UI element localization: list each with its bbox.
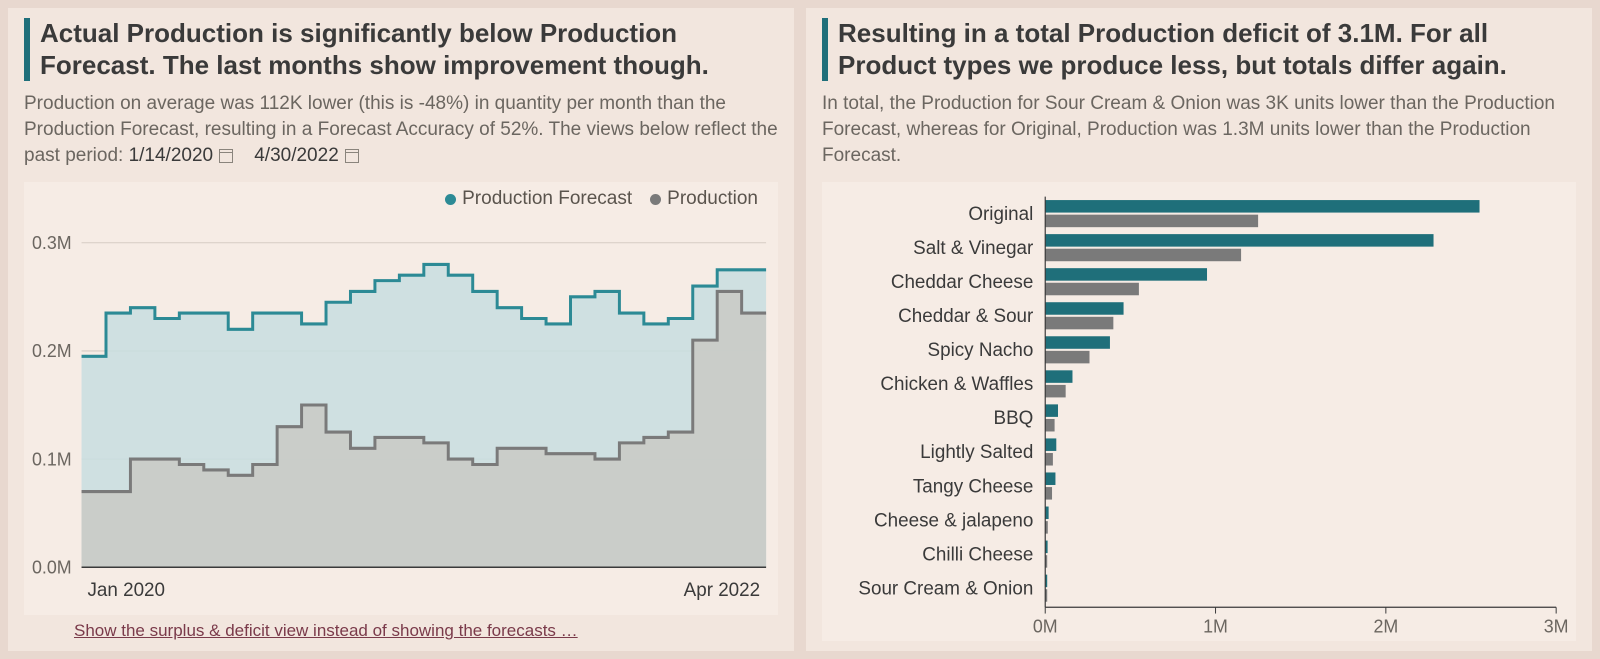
right-chart-area: Original Salt & Vinegar Cheddar Cheese Ched… <box>822 182 1576 641</box>
svg-text:Salt & Vinegar: Salt & Vinegar <box>913 238 1034 260</box>
legend-production-label: Production <box>667 188 758 210</box>
svg-text:Original: Original <box>968 204 1033 226</box>
grouped-hbar-chart: Original Salt & Vinegar Cheddar Cheese Ched… <box>822 182 1576 641</box>
svg-text:BBQ: BBQ <box>994 408 1034 430</box>
svg-text:Chicken & Waffles: Chicken & Waffles <box>880 374 1033 396</box>
svg-text:3M: 3M <box>1544 615 1569 637</box>
legend-production[interactable]: Production <box>650 188 758 210</box>
svg-text:Spicy Nacho: Spicy Nacho <box>928 340 1034 362</box>
legend-forecast[interactable]: Production Forecast <box>445 188 632 210</box>
svg-text:Tangy Cheese: Tangy Cheese <box>913 476 1033 498</box>
svg-text:0.0M: 0.0M <box>32 557 72 577</box>
svg-text:Jan 2020: Jan 2020 <box>87 580 165 601</box>
left-title: Actual Production is significantly below… <box>40 18 778 81</box>
right-title-row: Resulting in a total Production deficit … <box>822 18 1576 81</box>
svg-text:0M: 0M <box>1033 615 1058 637</box>
step-area-chart: 0.0M 0.1M 0.2M 0.3M Jan 2020 Apr 2022 <box>24 182 778 615</box>
svg-text:0.3M: 0.3M <box>32 233 72 253</box>
calendar-icon <box>219 149 233 163</box>
accent-bar <box>24 18 30 81</box>
svg-text:1M: 1M <box>1203 615 1228 637</box>
right-subtitle: In total, the Production for Sour Cream … <box>822 91 1576 168</box>
toggle-view-link[interactable]: Show the surplus & deficit view instead … <box>24 621 778 641</box>
left-chart-area: Production Forecast Production 0.0M0.1M0… <box>24 182 778 615</box>
toggle-view-link-text: Show the surplus & deficit view instead … <box>74 621 578 640</box>
svg-text:2M: 2M <box>1373 615 1398 637</box>
left-panel: Actual Production is significantly below… <box>8 8 794 651</box>
svg-text:Cheddar & Sour: Cheddar & Sour <box>898 306 1034 328</box>
svg-text:0.2M: 0.2M <box>32 341 72 361</box>
svg-text:0.1M: 0.1M <box>32 449 72 469</box>
calendar-icon <box>345 149 359 163</box>
svg-text:Apr 2022: Apr 2022 <box>684 580 760 601</box>
date-from-value: 1/14/2020 <box>129 143 214 169</box>
left-title-row: Actual Production is significantly below… <box>24 18 778 81</box>
date-to-value: 4/30/2022 <box>254 143 339 169</box>
right-panel: Resulting in a total Production deficit … <box>806 8 1592 651</box>
dot-icon <box>445 194 456 205</box>
svg-text:Sour Cream & Onion: Sour Cream & Onion <box>858 578 1033 600</box>
accent-bar <box>822 18 828 81</box>
left-subtitle: Production on average was 112K lower (th… <box>24 91 778 168</box>
svg-text:Cheddar Cheese: Cheddar Cheese <box>891 272 1033 294</box>
dot-icon <box>650 194 661 205</box>
svg-text:Cheese & jalapeno: Cheese & jalapeno <box>874 510 1033 532</box>
date-from-picker[interactable]: 1/14/2020 <box>129 143 234 169</box>
svg-text:Chilli Cheese: Chilli Cheese <box>922 544 1033 566</box>
right-title: Resulting in a total Production deficit … <box>838 18 1576 81</box>
svg-text:Lightly Salted: Lightly Salted <box>920 442 1033 464</box>
legend-forecast-label: Production Forecast <box>462 188 632 210</box>
left-legend: Production Forecast Production <box>445 188 758 210</box>
date-to-picker[interactable]: 4/30/2022 <box>254 143 359 169</box>
